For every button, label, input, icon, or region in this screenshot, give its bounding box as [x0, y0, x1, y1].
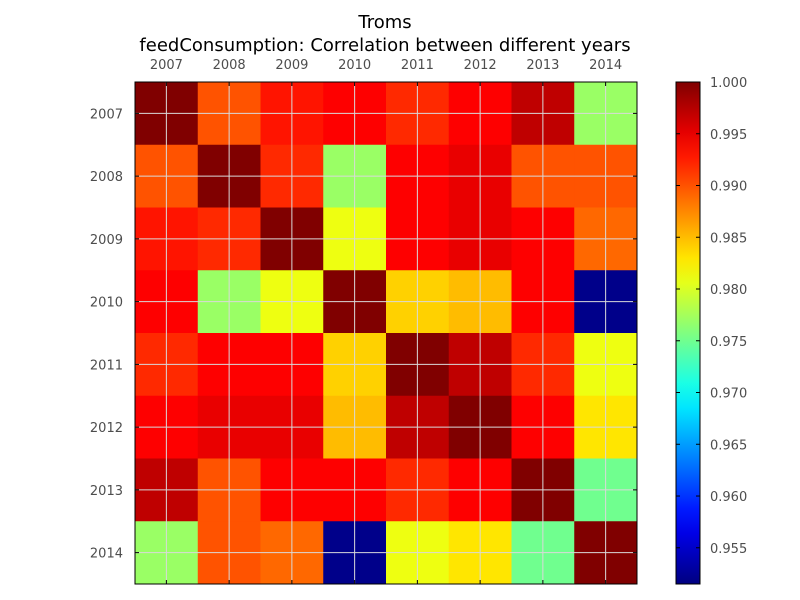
- x-axis-ticks: 2007 2008 2009 2010 2011 2012 2013 2014: [150, 58, 622, 584]
- x-tick-label-2009: 2009: [275, 58, 308, 73]
- heatmap-grid: [135, 82, 637, 584]
- y-tick-label-2010: 2010: [90, 296, 123, 311]
- colorbar-tick-label: 0.990: [710, 180, 747, 195]
- plot-frame: [134, 81, 638, 585]
- chart-subtitle: feedConsumption: Correlation between dif…: [139, 35, 630, 56]
- x-tick-label-2008: 2008: [213, 58, 246, 73]
- colorbar-tick-label: 1.000: [710, 76, 747, 91]
- x-tick-label-2010: 2010: [338, 58, 371, 73]
- colorbar-tick-label: 0.970: [710, 387, 747, 402]
- y-tick-label-2011: 2011: [90, 358, 123, 373]
- colorbar-tick-label: 0.955: [710, 542, 747, 557]
- colorbar-tick-label: 0.975: [710, 335, 747, 350]
- x-tick-label-2011: 2011: [401, 58, 434, 73]
- x-tick-label-2007: 2007: [150, 58, 183, 73]
- y-tick-label-2013: 2013: [90, 484, 123, 499]
- y-tick-label-2009: 2009: [90, 233, 123, 248]
- x-tick-label-2013: 2013: [526, 58, 559, 73]
- colorbar-tick-label: 0.960: [710, 490, 747, 505]
- colorbar-ticks: 1.000 0.995 0.990 0.985 0.980 0.975 0.970 0.965…: [676, 76, 747, 557]
- y-tick-label-2007: 2007: [90, 107, 123, 122]
- x-tick-label-2012: 2012: [464, 58, 497, 73]
- heatmap-cells: [135, 82, 638, 585]
- y-axis-ticks: 2007 2008 2009 2010 2011 2012 2013 2014: [90, 107, 637, 562]
- colorbar-tick-label: 0.985: [710, 231, 747, 246]
- colorbar: [675, 81, 701, 585]
- x-tick-label-2014: 2014: [589, 58, 622, 73]
- colorbar-tick-label: 0.965: [710, 438, 747, 453]
- colorbar-tick-label: 0.995: [710, 128, 747, 143]
- colorbar-tick-label: 0.980: [710, 283, 747, 298]
- y-tick-label-2008: 2008: [90, 170, 123, 185]
- y-tick-label-2012: 2012: [90, 421, 123, 436]
- y-tick-label-2014: 2014: [90, 547, 123, 562]
- chart-title: Troms: [357, 12, 411, 33]
